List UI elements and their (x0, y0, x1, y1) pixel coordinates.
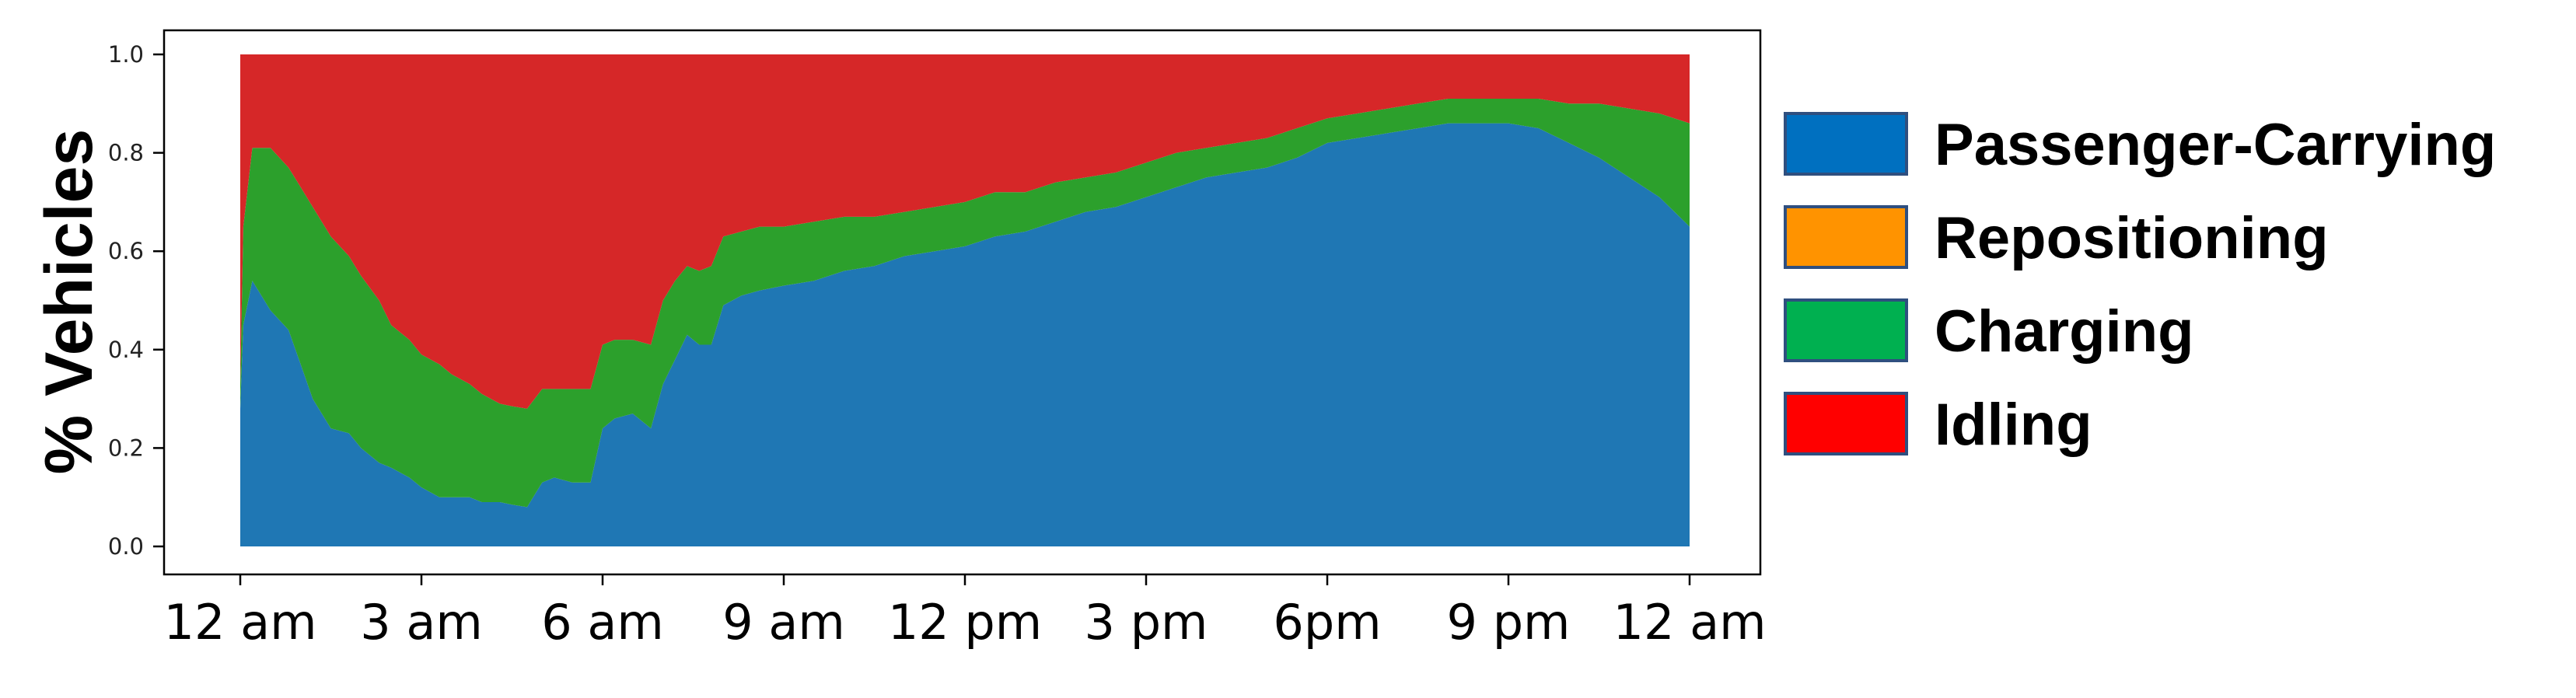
x-tick-label: 9 pm (1447, 594, 1571, 651)
x-tick-label: 3 am (360, 594, 483, 651)
y-axis-label: % Vehicles (32, 129, 107, 475)
area-idling (240, 54, 1690, 409)
y-tick-label: 1.0 (108, 41, 144, 68)
y-tick-label: 0.0 (108, 533, 144, 560)
y-axis-ticks: 0.0 0.2 0.4 0.6 0.8 1.0 (108, 41, 164, 560)
y-tick-label: 0.2 (108, 435, 144, 461)
legend: Passenger-Carrying Repositioning Charging I… (1784, 112, 2496, 458)
area-passenger-carrying (240, 123, 1690, 547)
legend-swatch (1784, 298, 1908, 362)
x-tick-label: 12 am (164, 594, 317, 651)
y-tick-label: 0.4 (108, 337, 144, 363)
legend-label: Charging (1935, 298, 2194, 365)
legend-swatch (1784, 392, 1908, 455)
x-axis-ticks: 12 am 3 am 6 am 9 am 12 pm 3 pm 6pm 9 pm 12 am (164, 574, 1767, 651)
y-tick-label: 0.8 (108, 140, 144, 166)
area-charging (240, 99, 1690, 508)
x-tick-label: 3 pm (1085, 594, 1208, 651)
y-tick-label: 0.6 (108, 238, 144, 264)
legend-swatch (1784, 205, 1908, 269)
legend-label: Passenger-Carrying (1935, 112, 2496, 178)
legend-label: Repositioning (1935, 205, 2329, 271)
legend-swatch (1784, 112, 1908, 176)
area-series-group (240, 54, 1690, 547)
x-tick-label: 6pm (1273, 594, 1381, 651)
legend-label: Idling (1935, 392, 2092, 458)
x-tick-label: 12 am (1613, 594, 1767, 651)
x-tick-label: 9 am (722, 594, 845, 651)
x-tick-label: 6 am (541, 594, 664, 651)
x-tick-label: 12 pm (888, 594, 1042, 651)
plot-frame (163, 29, 1762, 576)
